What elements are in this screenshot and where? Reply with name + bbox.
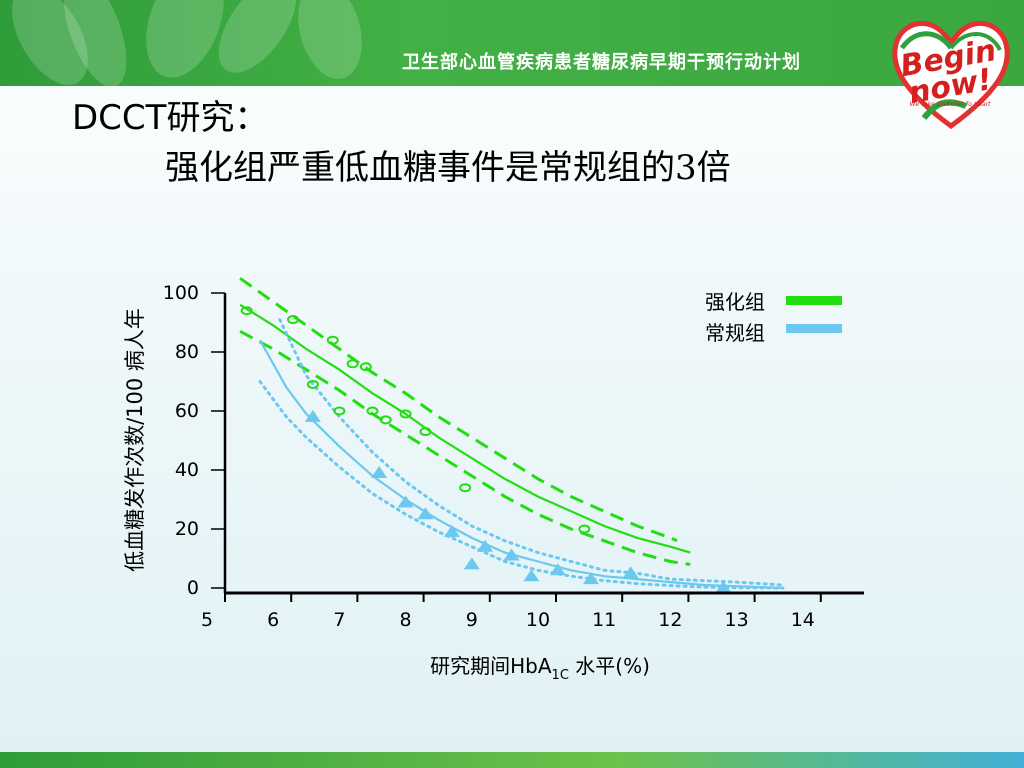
fit-curves	[239, 277, 785, 590]
legend-label-intensive: 强化组	[705, 290, 765, 314]
chart-legend: 强化组 常规组	[705, 290, 842, 345]
y-tick-label: 20	[175, 518, 199, 540]
data-point-intensive	[346, 359, 359, 369]
x-tick-label: 5	[201, 609, 213, 631]
x-tick-label: 11	[592, 609, 616, 631]
data-point-conventional	[715, 581, 732, 593]
x-axis-label-subscript: 1C	[552, 668, 569, 683]
header-banner: 卫生部心血管疾病患者糖尿病早期干预行动计划	[0, 0, 1024, 86]
data-point-conventional	[503, 548, 520, 561]
footer-bar	[0, 752, 1024, 768]
data-point-intensive	[326, 335, 339, 345]
y-tick-label: 0	[187, 577, 199, 599]
x-tick-label: 8	[400, 609, 412, 631]
x-axis-label-suffix: 水平(%)	[569, 654, 650, 678]
ci-upper-conventional	[278, 318, 785, 587]
fit-line-conventional	[259, 339, 783, 590]
data-point-conventional	[443, 524, 460, 537]
legend-swatch-intensive	[786, 296, 842, 305]
ci-lower-intensive	[239, 329, 691, 566]
data-point-intensive	[359, 362, 372, 372]
data-point-conventional	[304, 409, 321, 422]
legend-label-conventional: 常规组	[705, 321, 765, 345]
ci-lower-conventional	[258, 380, 785, 590]
data-point-conventional	[549, 563, 566, 576]
data-point-intensive	[333, 406, 346, 416]
y-tick-label: 60	[175, 400, 199, 422]
x-tick-label: 12	[658, 609, 682, 631]
data-point-conventional	[463, 557, 480, 570]
data-point-conventional	[397, 495, 414, 508]
data-point-conventional	[371, 465, 388, 478]
data-point-intensive	[419, 427, 432, 437]
data-point-conventional	[582, 572, 599, 585]
program-title: 卫生部心血管疾病患者糖尿病早期干预行动计划	[402, 52, 801, 73]
x-tick-label: 6	[267, 609, 279, 631]
slide-title-cn: 研究：	[166, 98, 269, 138]
y-axis-label: 低血糖发作次数/100 病人年	[123, 308, 147, 572]
x-tick-label: 10	[526, 609, 550, 631]
begin-now-logo: Begin now! We Take Diabetes To Heart	[892, 21, 1010, 130]
slide-title: DCCT研究：	[72, 90, 268, 139]
data-point-intensive	[399, 409, 412, 419]
data-point-conventional	[477, 539, 494, 552]
ci-upper-intensive	[239, 277, 678, 543]
slide-title-prefix: DCCT	[72, 98, 167, 138]
data-point-conventional	[417, 507, 434, 520]
y-tick-label: 40	[175, 459, 199, 481]
legend-swatch-conventional	[786, 324, 842, 333]
y-tick-label: 80	[175, 341, 199, 363]
x-tick-label: 14	[791, 609, 815, 631]
logo-tagline: We Take Diabetes To Heart	[909, 101, 991, 108]
data-point-intensive	[366, 406, 379, 416]
data-point-intensive	[306, 379, 319, 389]
data-point-intensive	[287, 315, 300, 325]
data-point-conventional	[523, 569, 540, 582]
y-tick-label: 100	[163, 282, 199, 304]
x-axis-label-prefix: 研究期间HbA	[430, 654, 552, 678]
x-tick-label: 9	[466, 609, 478, 631]
data-point-intensive	[379, 415, 392, 425]
x-tick-label: 7	[333, 609, 345, 631]
data-points	[240, 306, 732, 593]
data-point-conventional	[622, 566, 639, 579]
fit-line-intensive	[239, 303, 691, 554]
slide-subtitle: 强化组严重低血糖事件是常规组的3倍	[165, 148, 731, 188]
y-ticks: 0 20 40 60 80 100	[163, 282, 225, 599]
x-tick-label: 13	[725, 609, 749, 631]
data-point-intensive	[459, 483, 472, 493]
data-point-intensive	[240, 306, 253, 316]
x-axis-label: 研究期间HbA1C 水平(%)	[430, 654, 650, 683]
data-point-intensive	[578, 524, 591, 534]
x-ticks: 5 6 7 8 9 10 11 12 13 14	[201, 593, 822, 631]
